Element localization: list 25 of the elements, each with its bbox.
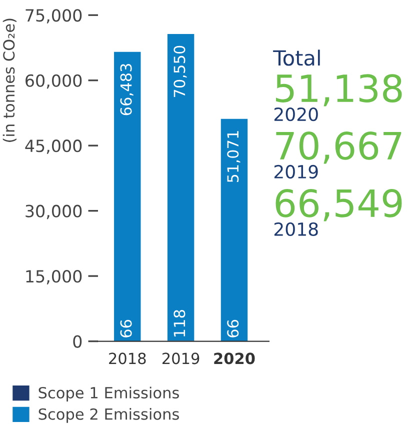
text: Total	[273, 50, 320, 66]
text: 2018	[274, 222, 318, 236]
y-tick-label: 75,000	[26, 9, 82, 24]
y-axis-title: (in tonnes CO₂e)	[2, 18, 16, 142]
y-tick-label: 30,000	[26, 204, 82, 220]
y-tick-label: 45,000	[25, 140, 82, 154]
text: 51,071	[227, 131, 240, 182]
text: 51,138	[276, 74, 402, 106]
text: 66,483	[120, 64, 134, 116]
text: 2020	[274, 107, 318, 122]
y-tick-label: 15,000	[26, 270, 82, 284]
x-tick-label: 2018	[109, 352, 146, 364]
y-tick-label: 60,000	[26, 74, 82, 89]
text: 66,549	[276, 189, 402, 222]
x-tick-label: 2020	[214, 352, 255, 364]
x-tick-label: 2019	[162, 352, 200, 364]
text: 70,550	[174, 46, 187, 98]
y-tick-label: 0	[73, 335, 82, 348]
text: 118	[174, 310, 186, 336]
legend-label: Scope 2 Emissions	[38, 408, 179, 423]
text: 66	[120, 320, 132, 338]
legend-label: Scope 1 Emissions	[38, 386, 179, 402]
text: 2019	[274, 164, 318, 179]
text: 66	[227, 320, 239, 338]
text: 70,667	[276, 132, 402, 164]
